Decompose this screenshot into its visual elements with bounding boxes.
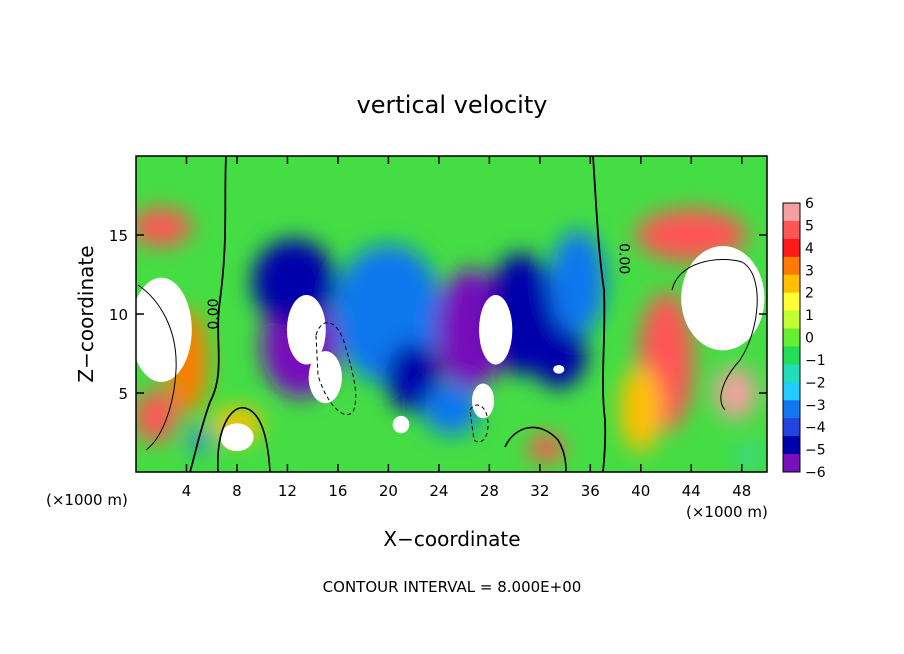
x-unit-right: (×1000 m) xyxy=(686,503,768,521)
x-tick-label: 20 xyxy=(379,482,398,500)
colorbar-tick-label: −4 xyxy=(805,420,826,436)
colorbar-frame xyxy=(782,202,801,473)
positive-contour-left xyxy=(137,284,177,451)
contour-label: 0.00 xyxy=(615,243,631,274)
colorbar-tick-label: 4 xyxy=(805,241,814,257)
contour-labels: 0.00 0.00 xyxy=(206,243,631,329)
field-cell xyxy=(136,207,192,247)
field-cell xyxy=(220,423,254,452)
field-cell xyxy=(136,277,192,382)
zero-contour-right xyxy=(592,156,607,472)
field-cell xyxy=(531,318,587,389)
field-cell xyxy=(385,342,442,412)
colorbar-tick-label: 6 xyxy=(805,196,814,212)
field-cell xyxy=(549,230,606,335)
x-tick-label: 28 xyxy=(480,482,499,500)
colorbar-tick-label: 2 xyxy=(805,286,814,302)
colorbar-swatch xyxy=(783,400,800,419)
positive-contour-right xyxy=(671,259,758,411)
field-cell xyxy=(714,366,757,420)
colorbar-swatch xyxy=(783,256,800,276)
x-tick-label: 12 xyxy=(278,482,297,500)
colorbar-swatch xyxy=(783,436,800,455)
contour-label: 0.00 xyxy=(206,298,222,329)
field-cell xyxy=(392,415,410,434)
colorbar-tick-label: 0 xyxy=(805,331,814,347)
x-tick-label: 40 xyxy=(631,482,650,500)
colorbar-swatch xyxy=(783,418,800,437)
colorbar-tick-label: −6 xyxy=(805,465,826,481)
x-tick-label: 8 xyxy=(232,482,242,500)
colorbar-swatch xyxy=(783,220,800,240)
velocity-field xyxy=(136,156,767,472)
chart-title: vertical velocity xyxy=(357,91,548,119)
zero-contour-left xyxy=(189,156,227,472)
field-cell xyxy=(286,295,326,365)
x-unit-left: (×1000 m) xyxy=(46,491,128,509)
x-axis: 4 8 12 16 20 24 28 32 36 40 44 48 xyxy=(182,156,751,500)
colorbar-swatch xyxy=(783,310,800,330)
field-cell xyxy=(681,246,765,351)
colorbar-tick-label: 5 xyxy=(805,218,814,234)
field-cell xyxy=(471,383,495,419)
colorbar-tick-label: 1 xyxy=(805,308,814,324)
colorbar-swatch xyxy=(783,454,800,473)
colorbar-tick-label: −3 xyxy=(805,398,826,414)
colorbar-tick-label: 3 xyxy=(805,263,814,279)
x-tick-label: 4 xyxy=(182,482,192,500)
contour-interval-note: CONTOUR INTERVAL = 8.000E+00 xyxy=(323,578,582,596)
x-tick-label: 48 xyxy=(732,482,751,500)
x-axis-label: X−coordinate xyxy=(383,527,520,551)
colorbar-tick-label: −5 xyxy=(805,443,826,459)
colorbar-swatch xyxy=(783,292,800,312)
zero-contour-bottom xyxy=(504,426,567,472)
field-cell xyxy=(136,390,176,443)
negative-contour-1 xyxy=(315,322,357,415)
colorbar-swatch xyxy=(783,346,800,365)
zero-contour-left-lobe xyxy=(217,407,271,472)
negative-contour-2 xyxy=(469,404,489,443)
colorbar-tick-label: −2 xyxy=(805,375,826,391)
colorbar: 6 5 4 3 2 1 0 −1 −2 −3 −4 −5 −6 xyxy=(782,196,826,481)
y-tick-label: 5 xyxy=(118,385,128,403)
y-tick-label: 15 xyxy=(109,227,128,245)
field-cell xyxy=(423,382,480,435)
x-tick-label: 16 xyxy=(328,482,347,500)
field-cell xyxy=(528,434,565,463)
colorbar-swatch xyxy=(783,382,800,401)
x-tick-label: 44 xyxy=(682,482,701,500)
x-tick-label: 24 xyxy=(429,482,448,500)
y-tick-label: 10 xyxy=(109,306,128,324)
contour-lines xyxy=(137,156,758,472)
x-tick-label: 36 xyxy=(581,482,600,500)
field-cell xyxy=(479,295,513,365)
field-cell xyxy=(553,364,565,374)
colorbar-swatch xyxy=(783,328,800,347)
colorbar-swatch xyxy=(783,203,800,222)
colorbar-swatch xyxy=(783,364,800,383)
field-core-layer xyxy=(136,246,765,452)
y-axis-label: Z−coordinate xyxy=(74,245,98,382)
colorbar-swatch xyxy=(783,238,800,258)
field-cell xyxy=(741,447,756,465)
colorbar-tick-label: −1 xyxy=(805,353,826,369)
field-cell xyxy=(619,365,662,453)
x-tick-label: 32 xyxy=(530,482,549,500)
colorbar-swatch xyxy=(783,274,800,294)
field-cell xyxy=(308,351,342,404)
y-axis: 5 10 15 xyxy=(109,227,767,403)
